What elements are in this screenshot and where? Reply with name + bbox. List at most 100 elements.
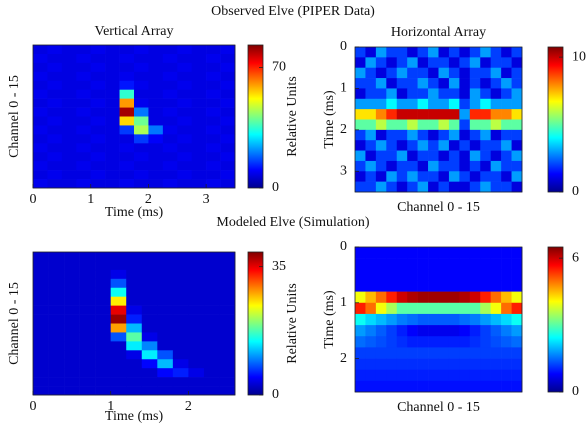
heatmap-cell (47, 107, 63, 117)
heatmap-cell (61, 134, 77, 144)
heatmap-cell (407, 181, 418, 193)
heatmap-cell (511, 247, 523, 259)
heatmap-cell (355, 181, 366, 193)
heatmap-cell (386, 380, 398, 393)
heatmap-cell (438, 57, 450, 69)
heatmap-cell (157, 377, 174, 387)
heatmap-cell (105, 143, 120, 153)
heatmap-cell (365, 109, 377, 120)
heatmap-cell (448, 302, 460, 315)
heatmap-cell (438, 258, 450, 270)
heatmap-cell (157, 341, 174, 351)
heatmap-cell (126, 350, 143, 360)
heatmap-cell (386, 140, 398, 151)
heatmap-cell (203, 323, 220, 333)
heatmap-cell (119, 116, 135, 126)
heatmap-cell (157, 287, 174, 297)
heatmap-cell (47, 89, 63, 99)
heatmap-cell (396, 67, 408, 79)
heatmap-cell (79, 368, 96, 378)
heatmap-cell (33, 386, 49, 396)
heatmap-cell (417, 119, 429, 131)
heatmap-cell (355, 119, 366, 131)
heatmap-cell (407, 347, 418, 359)
heatmap-cell (480, 181, 491, 193)
heatmap-cell (469, 150, 481, 162)
heatmap-cell (490, 140, 502, 151)
heatmap-cell (134, 53, 149, 64)
heatmap-cell (469, 247, 481, 259)
heatmap-cell (162, 62, 178, 73)
heatmap-cell (47, 143, 63, 153)
heatmap-cell (417, 140, 429, 151)
y-axis-label: Channel 0 - 15 (7, 75, 22, 158)
heatmap-cell (511, 336, 523, 348)
heatmap-cell (490, 325, 502, 337)
heatmap-cell (501, 109, 512, 120)
heatmap-cell (206, 71, 221, 82)
heatmap-cell (105, 53, 120, 64)
heatmap-cell (90, 71, 106, 82)
heatmap-cell (365, 150, 377, 162)
heatmap-cell (172, 386, 189, 396)
heatmap-cell (438, 150, 450, 162)
heatmap-cell (172, 269, 189, 280)
heatmap-cell (64, 341, 80, 351)
heatmap-cell (417, 57, 429, 69)
heatmap-cell (501, 358, 512, 370)
heatmap-cell (172, 252, 189, 262)
heatmap-cell (79, 332, 96, 342)
heatmap-cell (203, 341, 220, 351)
heatmap-cell (64, 278, 80, 289)
heatmap-cell (119, 179, 135, 189)
heatmap-cell (157, 323, 174, 333)
heatmap-cell (428, 313, 439, 326)
heatmap-cell (219, 341, 236, 351)
y-tick-label: 1 (340, 295, 347, 310)
heatmap-cell (162, 143, 178, 153)
heatmap-cell (48, 269, 65, 280)
heatmap-cell (162, 134, 178, 144)
heatmap-cell (480, 247, 491, 259)
heatmap-cell (119, 62, 135, 73)
colorbar-tick-label: 0 (572, 384, 579, 399)
heatmap-cell (157, 368, 174, 378)
heatmap-cell (105, 89, 120, 99)
heatmap-cell (61, 152, 77, 162)
heatmap-cell (407, 88, 418, 100)
heatmap-cell (355, 369, 366, 382)
heatmap-cell (141, 332, 158, 342)
heatmap-cell (95, 341, 111, 351)
heatmap-cell (501, 47, 512, 58)
heatmap-cell (79, 359, 96, 369)
heatmap-cell (191, 107, 207, 117)
heatmap-cell (375, 57, 387, 69)
heatmap-cell (220, 71, 236, 82)
heatmap-cell (162, 170, 178, 180)
heatmap-cell (141, 359, 158, 369)
heatmap-cell (219, 252, 236, 262)
heatmap-cell (501, 171, 512, 182)
heatmap-cell (76, 170, 92, 180)
y-axis-label: Time (ms) (322, 90, 337, 149)
heatmap-cell (375, 280, 387, 292)
heatmap-cell (428, 160, 439, 172)
heatmap-cell (407, 358, 418, 370)
heatmap-cell (469, 160, 481, 172)
heatmap-cell (47, 62, 63, 73)
heatmap-cell (511, 269, 523, 281)
heatmap-cell (79, 323, 96, 333)
heatmap-cell (203, 305, 220, 315)
heatmap-cell (33, 179, 48, 189)
heatmap-cell (90, 125, 106, 135)
heatmap-cell (490, 98, 502, 110)
heatmap-cell (459, 109, 471, 120)
heatmap-cell (386, 57, 398, 69)
heatmap-cell (141, 305, 158, 315)
heatmap-cell (203, 314, 220, 324)
heatmap-cell (365, 347, 377, 359)
heatmap-cell (428, 302, 439, 315)
heatmap-cell (469, 171, 481, 182)
heatmap-cell (480, 280, 491, 292)
heatmap-cell (407, 247, 418, 259)
